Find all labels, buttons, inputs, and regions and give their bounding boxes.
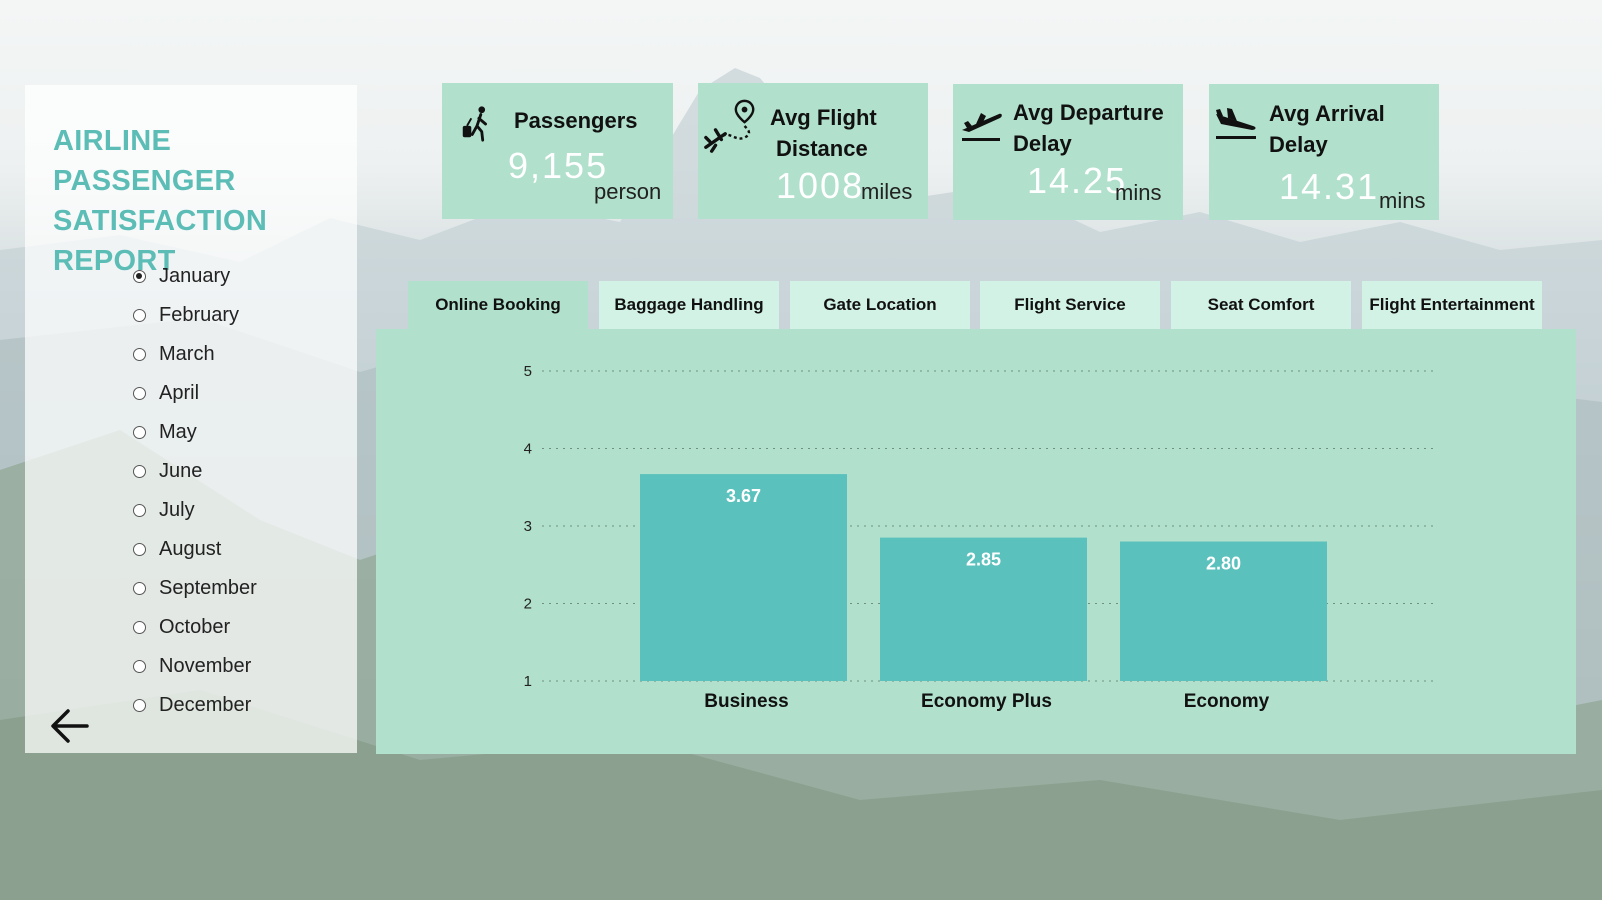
radio-icon[interactable] — [133, 504, 146, 517]
kpi-card-avg-flight-distance: Avg Flight Distance 1008 miles — [698, 83, 928, 219]
kpi-unit: person — [594, 179, 662, 204]
month-label: April — [159, 382, 200, 404]
filter-panel: AIRLINE PASSENGER SATISFACTION REPORT Ja… — [25, 85, 357, 753]
kpi-value: 9,155 — [508, 145, 609, 186]
report-title: AIRLINE PASSENGER SATISFACTION REPORT — [53, 125, 268, 277]
radio-icon[interactable] — [133, 660, 146, 673]
month-option-june[interactable]: June — [133, 452, 257, 491]
tab-seat-comfort[interactable]: Seat Comfort — [1171, 281, 1351, 329]
month-label: October — [159, 616, 231, 638]
bar — [880, 537, 1087, 681]
kpi-card-passengers: Passengers 9,155 person — [442, 83, 673, 219]
kpi-value: 1008 — [776, 165, 865, 206]
month-option-september[interactable]: September — [133, 569, 257, 608]
month-label: August — [159, 538, 222, 560]
x-category-label: Business — [704, 691, 788, 712]
radio-icon[interactable] — [133, 543, 146, 556]
radio-icon[interactable] — [133, 309, 146, 322]
traveler-luggage-icon — [462, 106, 487, 142]
tab-baggage-handling[interactable]: Baggage Handling — [599, 281, 779, 329]
month-label: March — [159, 343, 215, 365]
kpi-title-line: Delay — [1013, 131, 1072, 156]
kpi-title-line: Avg Departure — [1013, 100, 1164, 125]
month-option-february[interactable]: February — [133, 296, 257, 335]
y-tick-label: 2 — [524, 596, 532, 613]
tab-flight-entertainment[interactable]: Flight Entertainment — [1362, 281, 1542, 329]
kpi-title: Passengers — [514, 108, 638, 133]
radio-icon[interactable] — [133, 426, 146, 439]
month-option-january[interactable]: January — [133, 257, 257, 296]
kpi-title-line: Avg Flight — [770, 105, 877, 130]
month-option-april[interactable]: April — [133, 374, 257, 413]
radio-icon[interactable] — [133, 387, 146, 400]
month-option-may[interactable]: May — [133, 413, 257, 452]
y-tick-label: 4 — [524, 441, 532, 458]
radio-icon[interactable] — [133, 621, 146, 634]
y-tick-label: 1 — [524, 673, 532, 690]
month-label: December — [159, 694, 252, 716]
x-category-label: Economy Plus — [921, 691, 1052, 712]
kpi-title-line: Distance — [776, 136, 868, 161]
month-label: February — [159, 304, 240, 326]
kpi-title: Avg Arrival Delay — [1269, 98, 1385, 160]
kpi-value: 14.25 — [1027, 160, 1128, 201]
radio-icon[interactable] — [133, 465, 146, 478]
month-radio-list: January February March April May June Ju… — [133, 257, 257, 725]
month-option-august[interactable]: August — [133, 530, 257, 569]
month-option-march[interactable]: March — [133, 335, 257, 374]
month-label: May — [159, 421, 197, 443]
month-option-october[interactable]: October — [133, 608, 257, 647]
y-tick-label: 3 — [524, 518, 532, 535]
tab-flight-service[interactable]: Flight Service — [980, 281, 1160, 329]
tab-gate-location[interactable]: Gate Location — [790, 281, 970, 329]
plane-route-pin-icon — [704, 99, 755, 153]
plane-takeoff-icon — [962, 113, 1002, 141]
radio-icon[interactable] — [133, 699, 146, 712]
data-label: 2.85 — [966, 550, 1001, 570]
month-option-july[interactable]: July — [133, 491, 257, 530]
bar — [1120, 541, 1327, 681]
y-tick-label: 5 — [524, 363, 532, 380]
month-option-december[interactable]: December — [133, 686, 257, 725]
month-label: June — [159, 460, 203, 482]
radio-selected-icon[interactable] — [133, 270, 146, 283]
kpi-card-avg-departure-delay: Avg Departure Delay 14.25 mins — [953, 84, 1183, 220]
kpi-unit: mins — [1379, 188, 1426, 213]
kpi-value: 14.31 — [1279, 166, 1380, 207]
radio-icon[interactable] — [133, 348, 146, 361]
kpi-title-line: Delay — [1269, 132, 1328, 157]
back-arrow-icon[interactable] — [47, 703, 93, 749]
plane-landing-icon — [1216, 108, 1256, 139]
data-label: 3.67 — [726, 486, 761, 506]
month-label: July — [159, 499, 195, 521]
month-label: September — [159, 577, 257, 599]
x-category-label: Economy — [1184, 691, 1270, 712]
kpi-unit: miles — [861, 179, 913, 204]
kpi-unit: mins — [1115, 180, 1162, 205]
tab-online-booking[interactable]: Online Booking — [408, 281, 588, 329]
data-label: 2.80 — [1206, 554, 1241, 574]
month-label: January — [159, 265, 231, 287]
kpi-card-avg-arrival-delay: Avg Arrival Delay 14.31 mins — [1209, 84, 1439, 220]
month-label: November — [159, 655, 252, 677]
radio-icon[interactable] — [133, 582, 146, 595]
bar-chart: 1 2 3 4 5 3.67 Business 2.85 Economy Plus 2.80 Eco… — [524, 363, 1436, 712]
kpi-title-line: Avg Arrival — [1269, 101, 1385, 126]
kpi-title: Avg Departure Delay — [1013, 97, 1164, 159]
kpi-title: Avg Flight Distance — [770, 102, 920, 164]
month-option-november[interactable]: November — [133, 647, 257, 686]
bar — [640, 474, 847, 681]
chart-panel: 1 2 3 4 5 3.67 Business 2.85 Economy Plus 2.80 Eco… — [376, 329, 1576, 754]
